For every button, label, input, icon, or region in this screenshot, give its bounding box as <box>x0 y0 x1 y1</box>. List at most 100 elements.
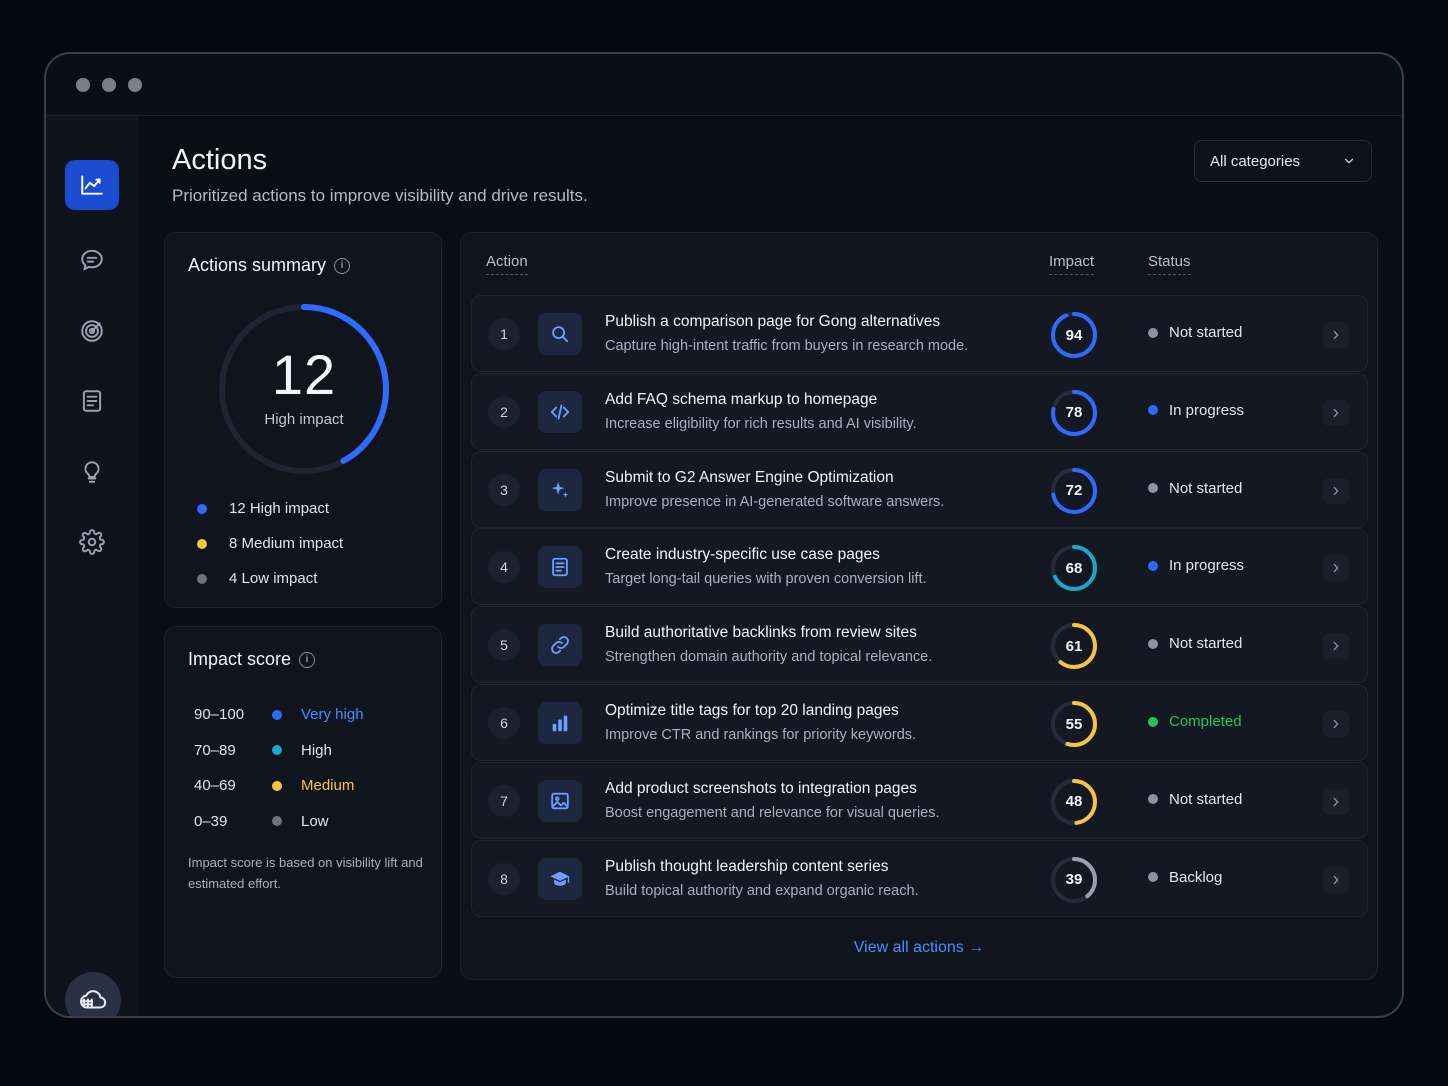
document-icon <box>549 556 571 578</box>
action-title: Optimize title tags for top 20 landing p… <box>605 702 899 719</box>
impact-gauge-ring <box>1051 623 1097 670</box>
impact-score: 68 <box>1065 559 1083 577</box>
status-badge: Not started <box>1148 324 1242 341</box>
action-row[interactable]: 1 Publish a comparison page for Gong alte… <box>471 295 1368 372</box>
column-header-status[interactable]: Status <box>1148 253 1191 275</box>
action-description: Increase eligibility for rich results an… <box>605 415 917 432</box>
chart-line-icon <box>81 175 103 195</box>
impact-score-card: Impact score i 90–100 Very high 70–89 High 4… <box>164 626 442 978</box>
category-select[interactable]: All categories <box>1194 140 1372 182</box>
sidebar-item-analytics[interactable] <box>65 160 119 210</box>
impact-gauge: 61 <box>1048 620 1100 672</box>
action-description: Improve presence in AI-generated softwar… <box>605 493 945 510</box>
action-row[interactable]: 7 Add product screenshots to integration … <box>471 761 1368 839</box>
action-row[interactable]: 8 Publish thought leadership content seri… <box>471 839 1368 917</box>
row-number: 2 <box>488 395 520 428</box>
column-header-impact[interactable]: Impact <box>1049 253 1095 275</box>
row-open-button[interactable] <box>1323 477 1349 504</box>
document-list-icon <box>82 390 102 412</box>
row-number: 6 <box>488 707 520 739</box>
row-number: 8 <box>488 862 520 895</box>
sidebar-item-settings[interactable] <box>65 517 119 567</box>
action-title: Publish a comparison page for Gong alter… <box>605 313 941 330</box>
row-open-button[interactable] <box>1323 866 1349 893</box>
row-open-button[interactable] <box>1323 788 1349 815</box>
impact-gauge: 55 <box>1048 698 1100 750</box>
impact-score-row: 40–69 Medium <box>194 768 364 804</box>
summary-legend-item: 8 Medium impact <box>197 526 343 561</box>
sidebar-item-insights[interactable] <box>65 447 119 497</box>
code-icon <box>549 401 571 423</box>
workspace-avatar[interactable] <box>65 972 121 1016</box>
row-number: 1 <box>488 318 520 350</box>
impact-score: 39 <box>1065 871 1083 889</box>
chevron-right-icon <box>1333 564 1339 573</box>
action-description: Build topical authority and expand organ… <box>605 882 919 899</box>
window-maximize-dot[interactable] <box>128 77 142 92</box>
row-open-button[interactable] <box>1323 322 1349 348</box>
status-label: Completed <box>1169 713 1242 730</box>
status-label: Not started <box>1169 479 1243 497</box>
status-dot <box>1148 638 1158 649</box>
row-icon-tile <box>538 546 582 589</box>
actions-summary-card: Actions summary i 12 High impact 12 High… <box>164 232 442 608</box>
score-dot <box>272 745 282 756</box>
page-subtitle: Prioritized actions to improve visibilit… <box>172 186 588 205</box>
actions-summary-title: Actions summary i <box>188 255 351 276</box>
window-close-dot[interactable] <box>76 77 90 92</box>
status-label: Not started <box>1169 635 1243 653</box>
view-all-actions-link[interactable]: View all actions → <box>853 939 985 956</box>
row-open-button[interactable] <box>1323 555 1349 582</box>
column-header-action[interactable]: Action <box>486 253 528 275</box>
chevron-right-icon <box>1333 330 1339 340</box>
action-description: Strengthen domain authority and topical … <box>605 649 933 666</box>
action-title: Publish thought leadership content serie… <box>605 857 889 875</box>
window-minimize-dot[interactable] <box>102 77 116 92</box>
status-dot <box>1148 872 1158 883</box>
row-number: 7 <box>488 784 520 817</box>
summary-total: 12 <box>271 343 337 406</box>
row-icon-tile <box>538 390 582 433</box>
row-number: 3 <box>488 473 520 506</box>
sidebar-item-conversations[interactable] <box>65 235 119 285</box>
title-bar <box>46 54 1402 116</box>
row-open-button[interactable] <box>1323 399 1349 426</box>
action-row[interactable]: 3 Submit to G2 Answer Engine Optimization… <box>471 450 1368 528</box>
action-row[interactable]: 4 Create industry-specific use case pages… <box>471 528 1368 606</box>
impact-score-row: 90–100 Very high <box>194 697 364 733</box>
status-badge: Backlog <box>1148 869 1222 886</box>
sidebar-item-goals[interactable] <box>65 306 119 356</box>
status-badge: Not started <box>1148 480 1242 497</box>
action-row[interactable]: 6 Optimize title tags for top 20 landing … <box>471 684 1368 761</box>
status-badge: In progress <box>1148 402 1244 419</box>
status-badge: Not started <box>1148 791 1242 808</box>
sidebar <box>46 116 138 1016</box>
info-icon[interactable]: i <box>299 651 316 668</box>
row-open-button[interactable] <box>1323 633 1349 660</box>
chevron-right-icon <box>1333 642 1339 651</box>
status-label: In progress <box>1169 557 1245 575</box>
row-open-button[interactable] <box>1323 711 1349 737</box>
bar-chart-icon <box>549 712 571 734</box>
action-title: Submit to G2 Answer Engine Optimization <box>605 468 894 486</box>
impact-score: 48 <box>1065 793 1083 811</box>
score-dot <box>272 780 282 791</box>
search-icon <box>549 323 571 345</box>
score-label: Medium <box>301 777 355 795</box>
sidebar-item-reports[interactable] <box>65 376 119 426</box>
info-icon[interactable]: i <box>334 257 351 274</box>
chat-bubble-icon <box>81 249 103 271</box>
summary-total-label: High impact <box>264 411 344 428</box>
action-row[interactable]: 5 Build authoritative backlinks from revi… <box>471 606 1368 684</box>
impact-gauge: 48 <box>1048 776 1100 828</box>
actions-table: Action Impact Status 1 Publish a comparis… <box>460 232 1378 980</box>
impact-score-legend: 90–100 Very high 70–89 High 40–69 Medium 0–39 L… <box>194 697 364 839</box>
action-row[interactable]: 2 Add FAQ schema markup to homepage Increa… <box>471 372 1368 450</box>
action-description: Target long-tail queries with proven con… <box>605 571 927 588</box>
actions-summary-title-text: Actions summary <box>188 255 327 275</box>
impact-gauge-ring <box>1051 701 1097 747</box>
status-label: Not started <box>1169 790 1243 808</box>
link-icon <box>549 634 571 656</box>
legend-dot <box>197 503 207 514</box>
row-number: 4 <box>488 551 520 584</box>
